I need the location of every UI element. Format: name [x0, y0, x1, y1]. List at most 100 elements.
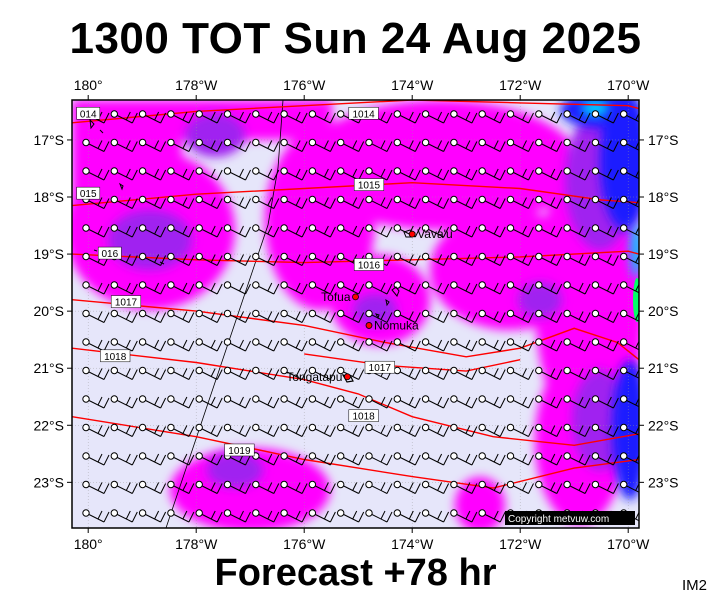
wind-barb [393, 509, 421, 523]
wind-barb [195, 309, 223, 323]
wind-barb [563, 452, 591, 466]
wind-barb [478, 452, 506, 466]
isobar-label: 016 [97, 246, 122, 260]
wind-barb [591, 309, 619, 323]
wind-barb [450, 480, 478, 494]
wind-barb [563, 252, 591, 266]
svg-text:1017: 1017 [369, 363, 392, 374]
wind-barb [393, 281, 421, 295]
wind-barb [110, 366, 138, 380]
wind-barb [506, 452, 534, 466]
wind-barb [82, 480, 110, 494]
wind-barb [167, 224, 195, 238]
wind-barb [591, 366, 619, 380]
wind-barb [110, 138, 138, 152]
wind-barb [563, 338, 591, 352]
wind-barb [195, 509, 223, 523]
wind-barb [82, 395, 110, 409]
wind-barb [110, 281, 138, 295]
wind-barb [421, 395, 450, 409]
svg-text:1018: 1018 [352, 412, 375, 423]
wind-barb [365, 224, 393, 238]
wind-barb [110, 480, 138, 494]
wind-barb [450, 167, 478, 181]
wind-barbs [82, 110, 639, 523]
wind-barb [506, 423, 534, 437]
wind-barb [421, 281, 450, 295]
wind-barb [252, 110, 280, 124]
wind-barb [252, 395, 280, 409]
wind-barb [478, 195, 506, 209]
isobar-line [72, 100, 639, 124]
latitude-label: 18°S [648, 189, 679, 205]
wind-barb [195, 110, 223, 124]
wind-barb [563, 395, 591, 409]
wind-barb [591, 252, 619, 266]
isobar-label: 1017 [110, 295, 142, 309]
wind-barb [478, 252, 506, 266]
wind-barb [223, 167, 251, 181]
wind-barb [223, 509, 251, 523]
wind-barb [393, 309, 421, 323]
wind-barb [393, 395, 421, 409]
wind-barb [337, 452, 365, 466]
latitude-label: 21°S [648, 360, 679, 376]
wind-barb [365, 480, 393, 494]
wind-barb [167, 195, 195, 209]
wind-barb [450, 224, 478, 238]
wind-barb [308, 252, 336, 266]
wind-barb [195, 480, 223, 494]
wind-barb [337, 195, 365, 209]
place-marker: Tongatapu [286, 370, 351, 384]
wind-barb [506, 224, 534, 238]
wind-barb [506, 195, 534, 209]
wind-barb [195, 138, 223, 152]
place-label: Tofua [321, 290, 351, 304]
isobar-label: 015 [76, 186, 101, 200]
wind-barb [393, 252, 421, 266]
latitude-label: 19°S [33, 246, 64, 262]
wind-barb [591, 110, 619, 124]
wind-barb [421, 110, 450, 124]
wind-barb [280, 138, 308, 152]
longitude-label: 170°W [607, 77, 650, 93]
shading-blob [633, 278, 639, 322]
wind-barb [535, 395, 563, 409]
wind-barb [308, 138, 336, 152]
wind-barb [110, 224, 138, 238]
latitude-label: 18°S [33, 189, 64, 205]
wind-barb [506, 338, 534, 352]
place-markers: Vava'u Tofua Nomuka Tongatapu [286, 227, 452, 384]
longitude-labels-bottom: 180° 178°W 176°W 174°W 172°W 170°W [74, 528, 650, 552]
wind-barb [365, 509, 393, 523]
wind-barb [337, 309, 365, 323]
wind-barb [506, 309, 534, 323]
wind-barb [167, 395, 195, 409]
wind-barb [167, 167, 195, 181]
wind-barb [138, 138, 167, 152]
svg-text:1015: 1015 [358, 181, 381, 192]
wind-barb [393, 195, 421, 209]
wind-barb [450, 366, 478, 380]
wind-barb [535, 138, 563, 152]
wind-barb [223, 224, 251, 238]
wind-barb [563, 138, 591, 152]
wind-barb [308, 167, 336, 181]
wind-barb [82, 281, 110, 295]
wind-barb [337, 395, 365, 409]
wind-barb [393, 138, 421, 152]
wind-barb [252, 281, 280, 295]
wind-barb [506, 480, 534, 494]
latitude-label: 20°S [33, 303, 64, 319]
wind-barb [138, 195, 167, 209]
wind-barb [337, 281, 365, 295]
wind-barb [308, 309, 336, 323]
latitude-label: 23°S [648, 474, 679, 490]
wind-barb [591, 224, 619, 238]
wind-barb [167, 338, 195, 352]
wind-barb [421, 167, 450, 181]
wind-barb [223, 138, 251, 152]
wind-barb [110, 395, 138, 409]
isobar-label: 1015 [353, 178, 385, 192]
wind-barb [506, 395, 534, 409]
